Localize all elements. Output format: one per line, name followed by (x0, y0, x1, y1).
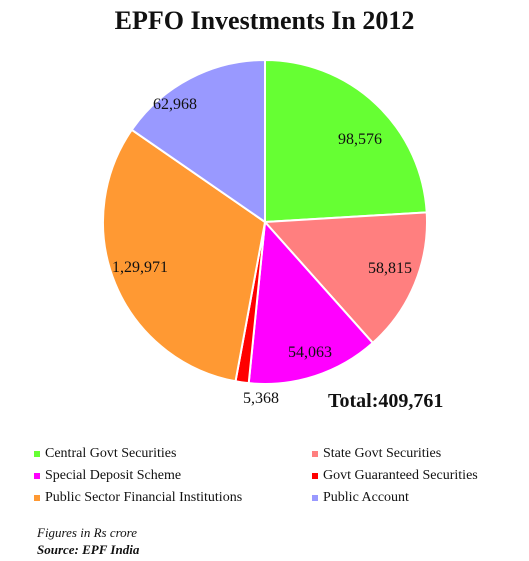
legend-label: Public Account (323, 490, 409, 505)
total-label: Total:409,761 (328, 390, 444, 412)
source-note: Source: EPF India (37, 542, 140, 557)
slice-value-label: 98,576 (338, 131, 382, 148)
legend-label: Govt Guaranteed Securities (323, 468, 478, 483)
slice-value-label: 62,968 (153, 96, 197, 113)
legend-swatch (312, 495, 318, 501)
legend-item: Special Deposit Scheme (34, 468, 181, 484)
pie-slice-public-sector-financial-institutions (102, 128, 267, 383)
legend-item: Public Sector Financial Institutions (34, 490, 242, 506)
slice-value-label: 58,815 (368, 260, 412, 277)
legend-swatch (312, 451, 318, 457)
legend-swatch (312, 473, 318, 479)
slice-value-label: 54,063 (288, 344, 332, 361)
chart-title: EPFO Investments In 2012 (114, 6, 415, 35)
pie-slice-public-account (130, 58, 266, 224)
legend-label: Central Govt Securities (45, 446, 177, 461)
legend-label: State Govt Securities (323, 446, 442, 461)
pie-chart: 98,576 58,815 54,063 5,368 1,29,971 62,968 (102, 58, 428, 407)
legend-swatch (34, 473, 40, 479)
legend-swatch (34, 451, 40, 457)
legend-swatch (34, 495, 40, 501)
legend-label: Special Deposit Scheme (45, 468, 182, 483)
pie-slice-state-govt-securities (262, 211, 428, 345)
legend-item: State Govt Securities (312, 446, 441, 462)
legend-item: Public Account (312, 490, 409, 506)
footnote: Figures in Rs crore (37, 525, 138, 540)
slice-value-label: 1,29,971 (112, 259, 168, 276)
legend-item: Govt Guaranteed Securities (312, 468, 478, 484)
slice-value-label: 5,368 (243, 390, 279, 407)
pie-slice-special-deposit-scheme (247, 219, 375, 385)
legend-item: Central Govt Securities (34, 446, 176, 462)
legend-label: Public Sector Financial Institutions (45, 490, 243, 505)
pie-slice-central-govt-securities (264, 58, 428, 224)
